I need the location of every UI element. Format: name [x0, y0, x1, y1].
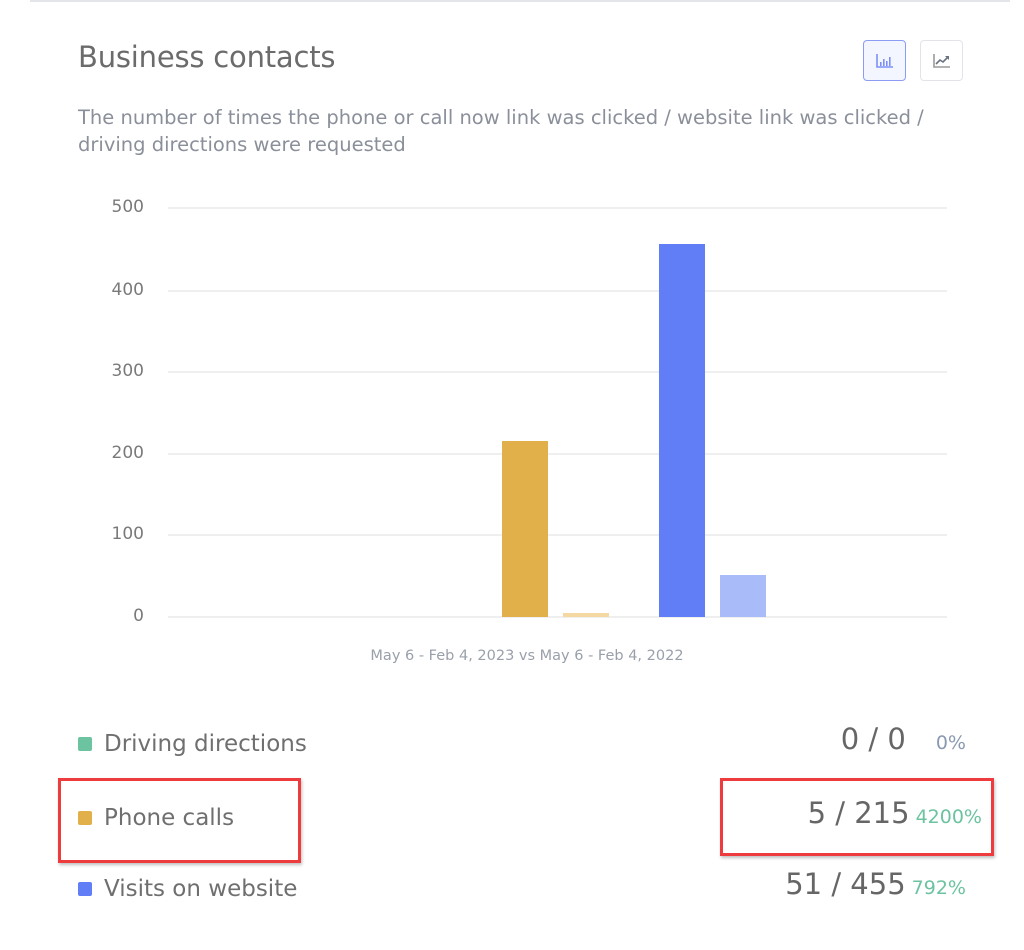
- value-count: 5 / 215: [807, 796, 910, 830]
- bar-visits-on-website-current[interactable]: [659, 243, 705, 617]
- legend-swatch-green: [78, 737, 92, 751]
- legend-label: Visits on website: [104, 876, 298, 902]
- y-tick-400: 400: [111, 280, 144, 300]
- value-visits-on-website: 51 / 455 792%: [785, 867, 966, 907]
- value-change: 792%: [911, 877, 966, 899]
- value-change: 4200%: [915, 806, 982, 828]
- value-change: 0%: [935, 732, 966, 754]
- y-tick-500: 500: [111, 197, 144, 217]
- gridline: [168, 371, 947, 373]
- value-count: 0 / 0: [840, 722, 906, 756]
- bar-visits-on-website-previous[interactable]: [720, 575, 766, 617]
- x-axis-label: May 6 - Feb 4, 2023 vs May 6 - Feb 4, 20…: [370, 648, 684, 664]
- value-count: 51 / 455: [785, 867, 906, 901]
- gridline: [168, 207, 947, 209]
- bar-phone-calls-previous[interactable]: [563, 612, 609, 617]
- card-title: Business contacts: [78, 40, 336, 74]
- gridline: [168, 453, 947, 455]
- bar-chart-icon: [875, 53, 893, 68]
- value-phone-calls: 5 / 215 4200%: [808, 796, 982, 836]
- gridline: [168, 616, 947, 618]
- card-subtitle: The number of times the phone or call no…: [78, 106, 924, 156]
- gridline: [168, 534, 947, 536]
- legend-swatch-orange: [78, 811, 92, 825]
- bar-chart-toggle[interactable]: [863, 40, 906, 81]
- gridline: [168, 290, 947, 292]
- legend-item-phone-calls[interactable]: Phone calls: [78, 800, 234, 836]
- legend-label: Phone calls: [104, 805, 235, 831]
- y-tick-100: 100: [111, 524, 144, 544]
- y-tick-0: 0: [133, 606, 144, 626]
- bar-phone-calls-current[interactable]: [502, 440, 548, 617]
- y-tick-300: 300: [111, 361, 144, 381]
- legend-item-visits-on-website[interactable]: Visits on website: [78, 871, 297, 907]
- value-driving-directions: 0 / 0 0%: [841, 722, 966, 762]
- legend-label: Driving directions: [104, 731, 307, 757]
- y-tick-200: 200: [111, 443, 144, 463]
- line-chart-toggle[interactable]: [920, 40, 963, 81]
- legend-item-driving-directions[interactable]: Driving directions: [78, 726, 307, 762]
- line-chart-icon: [932, 53, 950, 68]
- legend-swatch-blue: [78, 882, 92, 896]
